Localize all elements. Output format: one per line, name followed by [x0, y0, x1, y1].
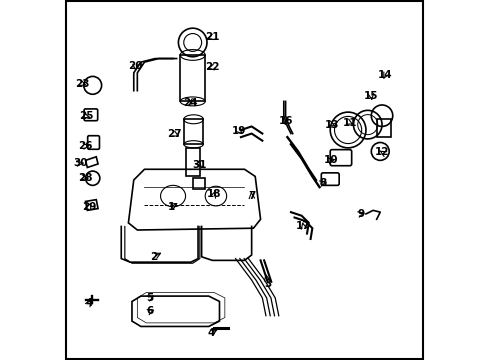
- Bar: [180, 55, 205, 102]
- Text: 6: 6: [146, 306, 153, 316]
- Text: 24: 24: [183, 98, 198, 108]
- Text: 4: 4: [85, 298, 93, 308]
- Bar: [185, 148, 200, 176]
- Text: 19: 19: [231, 126, 246, 136]
- Text: 16: 16: [278, 116, 292, 126]
- Text: 27: 27: [167, 129, 182, 139]
- Text: 30: 30: [74, 158, 88, 168]
- Text: 11: 11: [342, 118, 356, 128]
- Text: 1: 1: [167, 202, 175, 212]
- Text: 13: 13: [324, 120, 339, 130]
- Bar: [192, 178, 205, 189]
- Text: 26: 26: [78, 141, 93, 151]
- Text: 21: 21: [204, 32, 219, 42]
- Text: 22: 22: [204, 63, 219, 72]
- Text: 15: 15: [364, 91, 378, 101]
- Text: 2: 2: [149, 252, 157, 262]
- Text: 5: 5: [146, 293, 153, 303]
- Text: 18: 18: [206, 189, 221, 199]
- Text: 28: 28: [78, 173, 93, 183]
- Text: 17: 17: [296, 221, 310, 231]
- Text: 9: 9: [356, 209, 364, 219]
- Text: 14: 14: [378, 69, 392, 80]
- Text: 31: 31: [192, 160, 207, 170]
- Text: 3: 3: [264, 279, 271, 289]
- Text: 23: 23: [75, 78, 89, 89]
- Text: 25: 25: [79, 111, 94, 121]
- Text: 12: 12: [374, 147, 388, 157]
- Bar: [376, 119, 390, 137]
- Text: 29: 29: [82, 202, 96, 212]
- Text: 4: 4: [207, 328, 214, 338]
- Text: 20: 20: [128, 61, 142, 71]
- Text: 10: 10: [323, 156, 338, 165]
- Text: 8: 8: [319, 178, 326, 188]
- Bar: [183, 119, 203, 144]
- Text: 7: 7: [247, 191, 255, 201]
